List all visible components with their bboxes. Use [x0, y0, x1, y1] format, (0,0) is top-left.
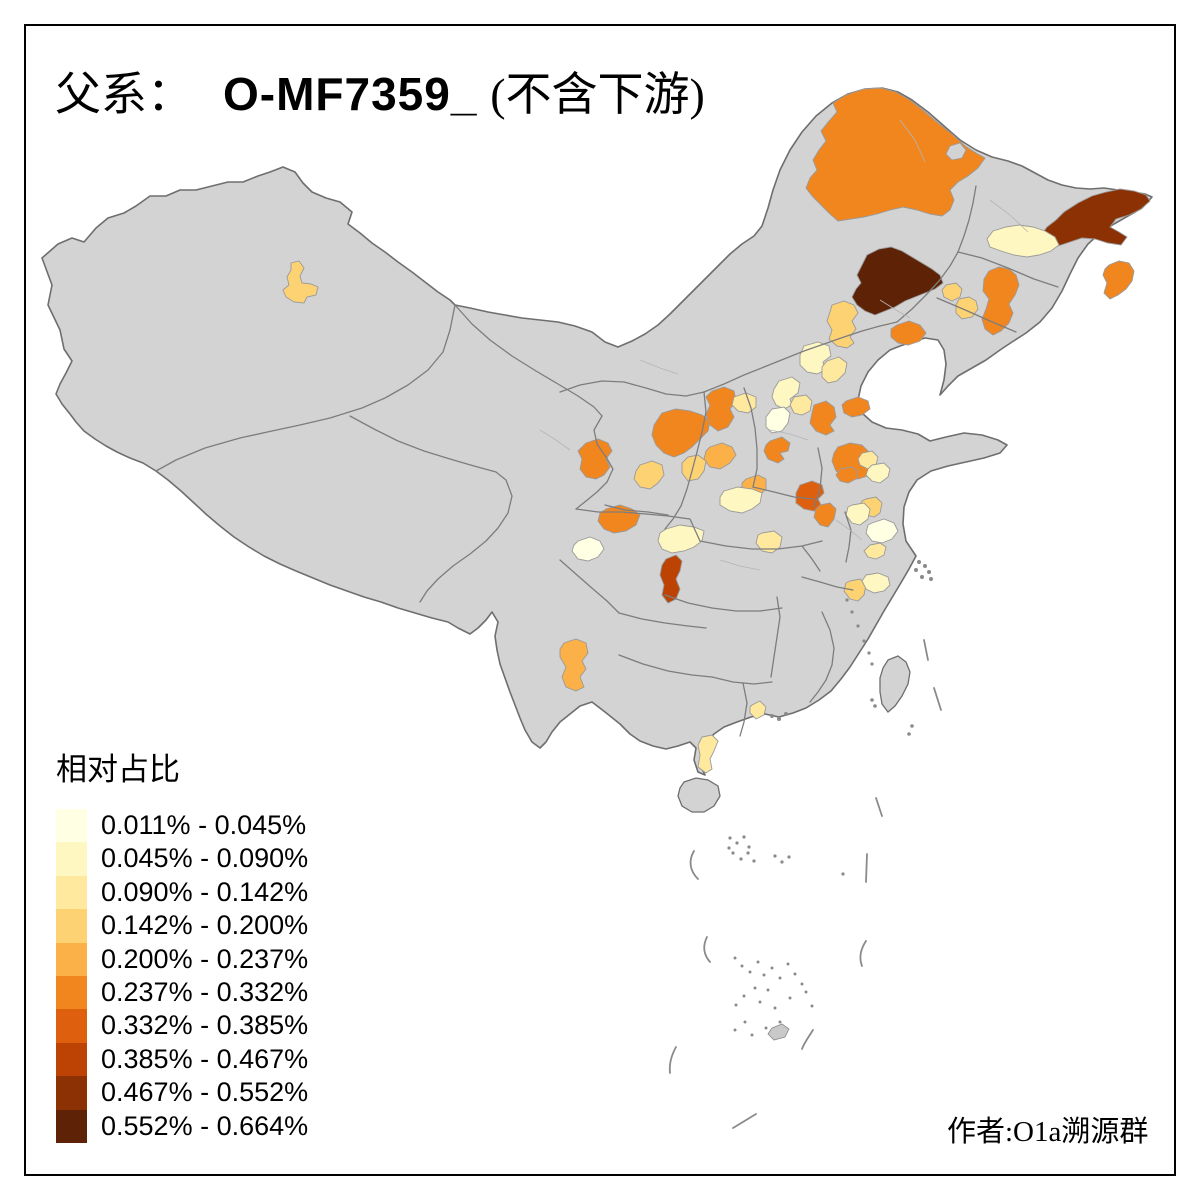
hulunbuir-enclave — [945, 142, 967, 161]
map-region-shanxi-north — [705, 386, 737, 432]
legend-row-7: 0.332% - 0.385% — [56, 1009, 309, 1043]
legend-swatch-7 — [56, 1009, 87, 1043]
legend-row-1: 0.011% - 0.045% — [56, 809, 308, 843]
prefecture-borders — [539, 119, 1029, 571]
map-region-xuzhou — [835, 466, 859, 484]
map-region-baicheng-1 — [941, 282, 963, 302]
legend-swatch-2 — [56, 842, 87, 876]
map-title: 父系： O-MF7359_ (不含下游) — [55, 58, 705, 124]
map-region-ningxia — [577, 438, 613, 480]
map-region-chengdu — [571, 536, 605, 562]
map-region-nantong — [865, 518, 899, 544]
map-region-nanyang — [719, 486, 763, 514]
sea-islands-and-dashes — [668, 560, 942, 1129]
legend-label-7: 0.332% - 0.385% — [101, 1010, 309, 1041]
legend-label-5: 0.200% - 0.237% — [101, 943, 309, 974]
map-region-tangshan — [841, 396, 871, 418]
map-region-huzhou-hangzhou — [861, 572, 891, 594]
map-region-yanan — [681, 454, 707, 482]
legend-label-9: 0.467% - 0.552% — [101, 1077, 309, 1108]
legend-label-1: 0.011% - 0.045% — [101, 810, 307, 840]
map-region-wuxi-suzhou — [863, 542, 887, 560]
legend-swatch-1 — [56, 809, 87, 843]
map-region-zhanjiang — [697, 734, 719, 774]
map-region-qingyang — [633, 460, 665, 490]
legend-row-8: 0.385% - 0.467% — [56, 1042, 309, 1077]
attribution-text: 作者:O1a溯源群 — [947, 1116, 1149, 1148]
legend-swatch-5 — [56, 942, 87, 976]
legend-swatch-10 — [56, 1109, 87, 1143]
map-region-yancheng — [845, 502, 871, 526]
hainan-island — [677, 777, 721, 813]
map-region-nanchong-dazhou — [657, 524, 705, 554]
legend-swatch-6 — [56, 975, 87, 1010]
legend-row-3: 0.090% - 0.142% — [56, 875, 309, 910]
map-region-shijiazhuang — [765, 406, 791, 434]
legend-label-4: 0.142% - 0.200% — [101, 910, 309, 941]
map-region-tianjin — [809, 400, 837, 436]
legend-row-4: 0.142% - 0.200% — [56, 909, 309, 943]
legend-label-6: 0.237% - 0.332% — [101, 976, 309, 1007]
title-suffix: (不含下游) — [490, 69, 705, 120]
map-region-suihua — [986, 224, 1060, 258]
legend-swatch-4 — [56, 909, 87, 943]
island-dots — [727, 560, 933, 1037]
colored-regions — [282, 87, 1151, 774]
title-haplogroup: O-MF7359_ — [223, 68, 478, 120]
map-region-hulunbuir — [805, 87, 986, 222]
map-region-chifeng-huludao — [890, 320, 927, 346]
map-region-beijing-se — [821, 356, 848, 384]
taiwan-island — [879, 655, 911, 713]
map-region-yulin-ordos — [651, 408, 711, 458]
legend-swatch-3 — [56, 875, 87, 910]
legend-row-6: 0.237% - 0.332% — [56, 975, 309, 1010]
title-prefix: 父系： — [55, 69, 193, 120]
legend-label-10: 0.552% - 0.664% — [101, 1110, 309, 1141]
map-region-langfang — [789, 394, 813, 416]
legend-label-2: 0.045% - 0.090% — [101, 843, 309, 874]
map-region-xilingol — [851, 246, 944, 316]
nine-dash-line — [668, 639, 942, 1129]
map-region-xinjiang-changji — [282, 260, 319, 304]
legend-row-2: 0.045% - 0.090% — [56, 842, 309, 876]
legend-swatch-9 — [56, 1076, 87, 1110]
taiping-islet — [767, 1023, 790, 1041]
china-outline — [41, 87, 1153, 776]
map-region-kunming — [559, 638, 589, 692]
map-region-linfen — [703, 442, 737, 470]
map-region-weifang — [865, 462, 891, 484]
map-region-kaifeng-shangqiu — [813, 502, 837, 528]
map-region-xinyang — [755, 530, 783, 554]
map-region-anyang-handan — [763, 436, 791, 464]
legend-row-5: 0.200% - 0.237% — [56, 942, 309, 976]
legend: 相对占比 0.011% - 0.045% 0.045% - 0.090% 0.090… — [56, 744, 308, 1143]
map-region-jixi — [1102, 260, 1135, 300]
legend-label-8: 0.385% - 0.467% — [101, 1043, 309, 1074]
legend-title: 相对占比 — [56, 752, 180, 787]
map-region-qingyuan — [749, 700, 767, 720]
province-borders — [155, 185, 1059, 737]
legend-rows: 0.011% - 0.045% 0.045% - 0.090% 0.090% - 0… — [56, 809, 308, 1143]
map-region-zhangjiakou-chengde — [826, 300, 859, 349]
legend-label-3: 0.090% - 0.142% — [101, 876, 309, 907]
legend-row-9: 0.467% - 0.552% — [56, 1076, 309, 1110]
legend-row-10: 0.552% - 0.664% — [56, 1109, 309, 1143]
legend-swatch-8 — [56, 1042, 87, 1077]
